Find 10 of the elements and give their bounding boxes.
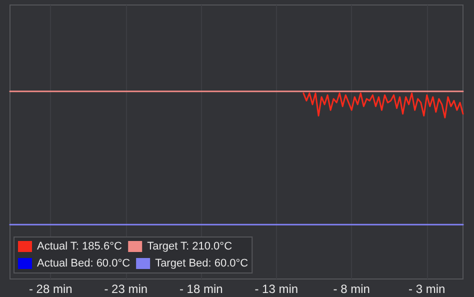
legend-label: Target T: 210.0°C	[147, 240, 232, 252]
legend-label: Actual Bed: 60.0°C	[37, 258, 130, 270]
x-tick-label: - 8 min	[333, 282, 370, 296]
legend-label: Target Bed: 60.0°C	[155, 258, 248, 270]
x-tick-label: - 28 min	[28, 282, 72, 296]
x-tick-label: - 13 min	[254, 282, 298, 296]
x-tick-label: - 3 min	[408, 282, 446, 296]
x-tick-label: - 23 min	[104, 282, 148, 296]
x-tick-label: - 18 min	[179, 282, 223, 296]
legend-label: Actual T: 185.6°C	[37, 240, 122, 252]
